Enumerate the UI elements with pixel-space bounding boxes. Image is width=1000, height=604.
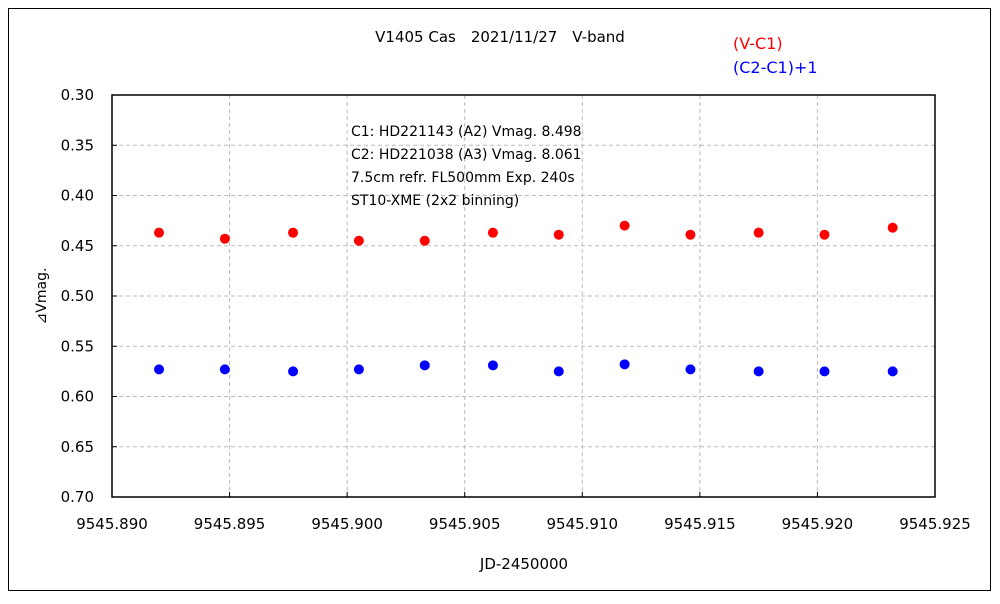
x-tick-label: 9545.910 [546,515,618,533]
data-point-v-c1 [753,227,764,238]
annotation-c2: C2: HD221038 (A3) Vmag. 8.061 [351,147,582,163]
data-point-c2-c1 [887,366,898,377]
y-axis-label: ⊿Vmag. [34,268,50,325]
data-point-c2-c1 [353,364,364,375]
data-point-v-c1 [219,233,230,244]
y-tick-label: 0.65 [61,438,94,456]
y-tick-label: 0.60 [61,388,94,406]
ticks: 9545.890 9545.895 9545.900 9545.905 9545.910… [61,86,971,533]
data-point-c2-c1 [819,366,830,377]
y-tick-label: 0.70 [61,488,94,506]
chart-title: V1405 Cas 2021/11/27 V-band [375,28,625,46]
legend-entry-c2-c1: (C2-C1)+1 [733,58,818,77]
x-tick-label: 9545.900 [311,515,383,533]
data-point-c2-c1 [753,366,764,377]
chart-frame [8,8,991,591]
data-point-c2-c1 [487,360,498,371]
x-tick-label: 9545.925 [899,515,971,533]
data-point-c2-c1 [685,364,696,375]
x-axis-label: JD-2450000 [479,555,568,573]
data-point-v-c1 [419,235,430,246]
x-tick-label: 9545.920 [782,515,854,533]
y-tick-label: 0.50 [61,287,94,305]
data-point-v-c1 [553,229,564,240]
x-tick-label: 9545.895 [194,515,266,533]
data-point-c2-c1 [288,366,299,377]
y-tick-label: 0.35 [61,136,94,154]
data-point-v-c1 [288,227,299,238]
y-tick-label: 0.45 [61,237,94,255]
x-tick-label: 9545.915 [664,515,736,533]
x-tick-label: 9545.905 [429,515,501,533]
data-point-c2-c1 [154,364,165,375]
data-point-v-c1 [353,235,364,246]
data-points [154,220,898,377]
annotation-c1: C1: HD221143 (A2) Vmag. 8.498 [351,124,582,140]
data-point-c2-c1 [219,364,230,375]
annotation-camera: ST10-XME (2x2 binning) [351,193,519,209]
y-tick-label: 0.30 [61,86,94,104]
y-tick-label: 0.55 [61,337,94,355]
data-point-c2-c1 [553,366,564,377]
data-point-c2-c1 [619,359,630,370]
annotation-telescope: 7.5cm refr. FL500mm Exp. 240s [351,170,575,186]
data-point-v-c1 [154,227,165,238]
data-point-c2-c1 [419,360,430,371]
data-point-v-c1 [487,227,498,238]
legend-entry-v-c1: (V-C1) [733,34,783,53]
x-tick-label: 9545.890 [76,515,148,533]
grid [112,95,935,497]
data-point-v-c1 [619,220,630,231]
data-point-v-c1 [887,222,898,233]
data-point-v-c1 [685,229,696,240]
data-point-v-c1 [819,229,830,240]
y-tick-label: 0.40 [61,187,94,205]
